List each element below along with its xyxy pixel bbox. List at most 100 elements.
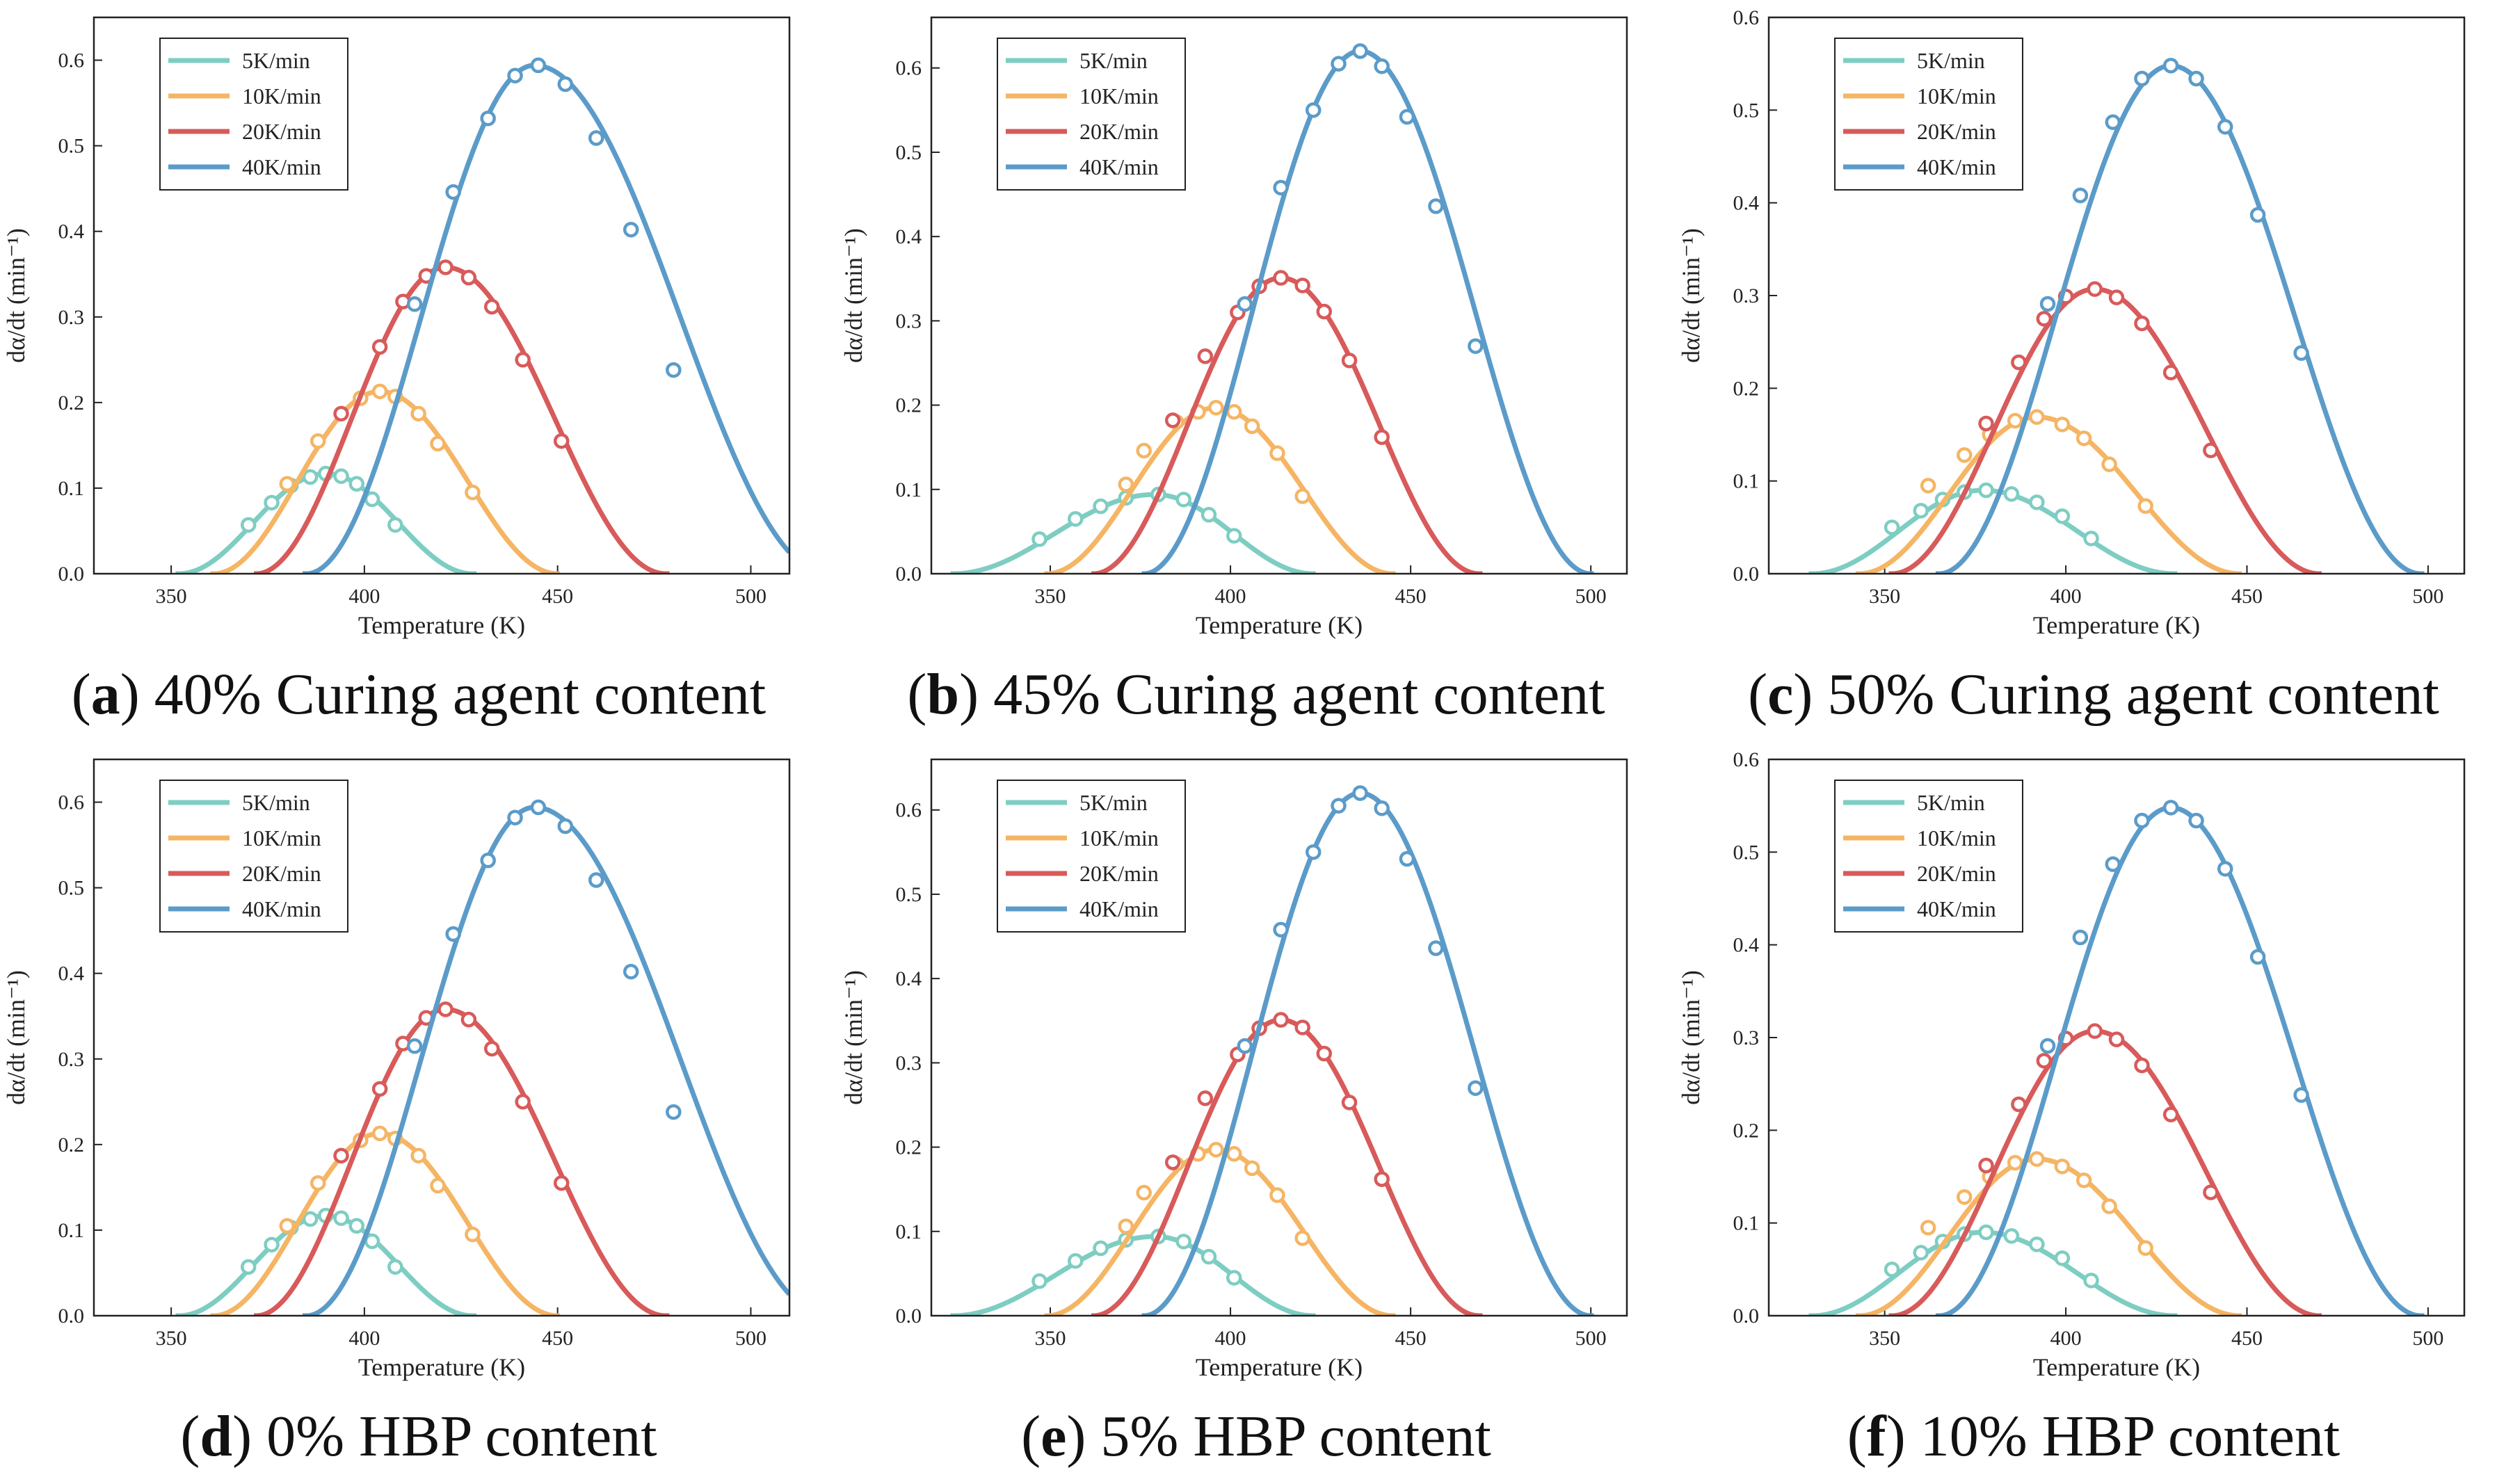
data-point-5K-min [1978, 1224, 1994, 1241]
legend-label: 40K/min [1079, 896, 1159, 921]
data-point-5K-min [1175, 492, 1191, 508]
x-tick-label: 500 [1575, 585, 1607, 608]
data-point-5K-min [333, 468, 349, 484]
data-point-40K-min [666, 362, 682, 378]
data-point-40K-min [1374, 58, 1390, 74]
y-tick-label: 0.3 [58, 306, 85, 329]
x-axis-label: Temperature (K) [358, 1353, 525, 1381]
data-point-20K-min [2203, 1184, 2219, 1200]
x-tick-label: 350 [1869, 1327, 1900, 1350]
data-point-40K-min [1468, 338, 1484, 354]
x-axis-label: Temperature (K) [2033, 611, 2200, 639]
data-point-20K-min [2011, 1096, 2027, 1113]
legend-label: 10K/min [1079, 83, 1159, 108]
data-point-40K-min [588, 872, 604, 888]
data-point-10K-min [2029, 1151, 2045, 1167]
data-point-40K-min [1428, 940, 1444, 956]
y-tick-label: 0.2 [58, 392, 85, 414]
data-point-40K-min [507, 809, 523, 825]
data-point-10K-min [2007, 412, 2023, 429]
y-tick-label: 0.1 [1733, 470, 1760, 493]
plot-frame [930, 16, 1628, 575]
series-line-40K-min [1935, 63, 2425, 574]
data-point-10K-min [1226, 404, 1242, 420]
data-point-10K-min [1294, 1230, 1310, 1246]
data-point-5K-min [2029, 1236, 2045, 1252]
legend-label: 20K/min [1917, 119, 1996, 144]
caption-text: 5% HBP content [1100, 1404, 1491, 1469]
y-tick-label: 0.3 [896, 1051, 922, 1074]
legend-label: 5K/min [1917, 48, 1985, 73]
y-tick-label: 0.0 [58, 563, 85, 586]
data-point-10K-min [2137, 498, 2153, 514]
y-tick-label: 0.2 [58, 1134, 85, 1156]
data-point-40K-min [1237, 1038, 1253, 1054]
x-tick-label: 400 [1215, 1327, 1246, 1350]
series-line-40K-min [302, 63, 789, 574]
y-tick-label: 0.3 [1733, 1026, 1760, 1049]
data-point-40K-min [2105, 856, 2121, 872]
x-tick-label: 400 [2050, 1327, 2082, 1350]
data-point-40K-min [1305, 844, 1322, 860]
legend-label: 5K/min [242, 790, 310, 815]
data-point-5K-min [1226, 528, 1242, 544]
legend-label: 20K/min [1917, 861, 1996, 886]
y-tick-label: 0.0 [1733, 563, 1760, 586]
legend-label: 20K/min [242, 861, 321, 886]
x-tick-label: 500 [2412, 1327, 2443, 1350]
data-point-40K-min [480, 110, 496, 127]
data-point-20K-min [1197, 1090, 1214, 1106]
y-axis-label: dα/dt (min⁻¹) [2, 970, 30, 1105]
series-line-40K-min [1935, 805, 2425, 1316]
data-point-5K-min [240, 1259, 257, 1275]
y-tick-label: 0.4 [1733, 192, 1760, 215]
caption-text: 0% HBP content [266, 1404, 657, 1469]
data-point-20K-min [460, 269, 477, 286]
data-point-20K-min [2203, 442, 2219, 458]
series-line-5K-min [175, 1213, 477, 1316]
data-point-40K-min [1399, 850, 1415, 867]
series-line-20K-min [253, 1006, 671, 1316]
x-tick-label: 350 [1034, 1327, 1066, 1350]
data-point-10K-min [2101, 456, 2117, 472]
y-axis-label: dα/dt (min⁻¹) [1677, 970, 1705, 1105]
y-axis-label: dα/dt (min⁻¹) [1677, 228, 1705, 363]
data-point-40K-min [2039, 1038, 2056, 1054]
legend-label: 40K/min [242, 154, 321, 179]
chart-svg-e: 350 400 450 500 0.0 0.1 0.2 0.3 0.4 0.5 0.6 Tempera… [840, 758, 1628, 1381]
data-point-20K-min [553, 1175, 570, 1191]
data-point-5K-min [348, 1218, 365, 1234]
data-point-10K-min [279, 476, 296, 492]
y-axis-label: dα/dt (min⁻¹) [840, 228, 867, 363]
data-point-20K-min [2011, 354, 2027, 371]
panel-caption: (b) 45% Curing agent content [907, 662, 1605, 727]
data-point-20K-min [371, 339, 388, 355]
data-point-20K-min [553, 433, 570, 449]
x-tick-label: 350 [1034, 585, 1066, 608]
data-point-40K-min [557, 818, 574, 834]
data-point-10K-min [1136, 1184, 1152, 1201]
y-tick-label: 0.5 [896, 883, 922, 906]
data-point-40K-min [2134, 812, 2150, 829]
y-tick-label: 0.2 [896, 1136, 922, 1159]
legend: 5K/min 10K/min 20K/min 40K/min [1834, 38, 2023, 191]
data-point-5K-min [1884, 519, 1900, 535]
x-axis-label: Temperature (K) [1196, 1353, 1363, 1381]
legend: 5K/min 10K/min 20K/min 40K/min [159, 780, 348, 933]
caption-letter: e [1041, 1404, 1067, 1469]
data-point-10K-min [310, 1175, 326, 1191]
y-tick-label: 0.0 [896, 1305, 922, 1328]
chart-svg-a: 350 400 450 500 0.0 0.1 0.2 0.3 0.4 0.5 0.6 Tempera… [2, 16, 791, 639]
data-point-5K-min [1031, 531, 1047, 547]
data-point-10K-min [430, 435, 446, 452]
x-tick-label: 350 [156, 1327, 187, 1350]
data-point-10K-min [465, 484, 481, 501]
y-tick-label: 0.4 [58, 962, 85, 985]
chart-panel-d: 350 400 450 500 0.0 0.1 0.2 0.3 0.4 0.5 0.6 Tempera… [0, 742, 837, 1484]
data-point-40K-min [2249, 207, 2266, 223]
data-point-40K-min [445, 184, 461, 200]
plot-frame [93, 758, 791, 1317]
data-point-10K-min [1269, 1187, 1285, 1203]
caption-text: 50% Curing agent content [1827, 662, 2439, 727]
data-point-40K-min [588, 130, 604, 146]
